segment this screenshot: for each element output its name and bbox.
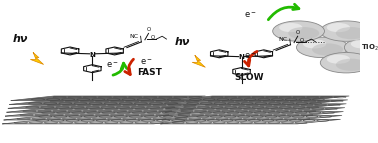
- FancyArrowPatch shape: [113, 63, 127, 75]
- Text: O: O: [151, 35, 155, 40]
- Polygon shape: [165, 108, 345, 112]
- FancyArrowPatch shape: [125, 59, 133, 75]
- Polygon shape: [168, 100, 347, 104]
- Circle shape: [320, 52, 372, 73]
- Text: NC: NC: [279, 37, 288, 42]
- Polygon shape: [162, 115, 342, 120]
- Circle shape: [279, 23, 302, 32]
- Text: N: N: [90, 51, 95, 57]
- Text: e$^-$: e$^-$: [244, 52, 257, 61]
- Text: e$^-$: e$^-$: [106, 60, 118, 70]
- Text: TiO$_2$: TiO$_2$: [361, 42, 378, 52]
- Polygon shape: [8, 104, 202, 108]
- Text: hν: hν: [175, 37, 190, 47]
- Circle shape: [327, 55, 350, 64]
- Circle shape: [336, 59, 367, 71]
- Text: e$^-$: e$^-$: [244, 11, 257, 20]
- Circle shape: [360, 43, 378, 56]
- Text: N: N: [239, 54, 245, 60]
- Circle shape: [351, 39, 374, 48]
- Circle shape: [273, 21, 324, 41]
- Circle shape: [327, 23, 350, 32]
- FancyArrowPatch shape: [245, 51, 257, 66]
- Polygon shape: [161, 119, 340, 124]
- Polygon shape: [5, 112, 200, 116]
- Text: hν: hν: [13, 34, 28, 44]
- Polygon shape: [10, 100, 204, 104]
- Circle shape: [320, 21, 372, 41]
- Text: O: O: [296, 30, 300, 35]
- Circle shape: [303, 39, 326, 48]
- Circle shape: [344, 37, 378, 58]
- Circle shape: [288, 27, 319, 39]
- Polygon shape: [7, 108, 201, 112]
- Text: SLOW: SLOW: [234, 73, 263, 82]
- Polygon shape: [169, 96, 349, 101]
- Polygon shape: [192, 55, 205, 67]
- Polygon shape: [164, 112, 343, 116]
- Polygon shape: [4, 115, 198, 120]
- FancyArrowPatch shape: [268, 4, 299, 20]
- Text: FAST: FAST: [138, 68, 162, 77]
- Circle shape: [336, 27, 367, 39]
- Polygon shape: [31, 53, 43, 64]
- Text: O: O: [146, 27, 151, 32]
- Circle shape: [312, 43, 343, 56]
- Text: O: O: [300, 38, 304, 43]
- Text: NC: NC: [130, 34, 139, 39]
- Text: e$^-$: e$^-$: [140, 57, 153, 67]
- Circle shape: [296, 37, 348, 58]
- Polygon shape: [11, 96, 205, 101]
- Polygon shape: [166, 104, 346, 108]
- Polygon shape: [3, 119, 197, 124]
